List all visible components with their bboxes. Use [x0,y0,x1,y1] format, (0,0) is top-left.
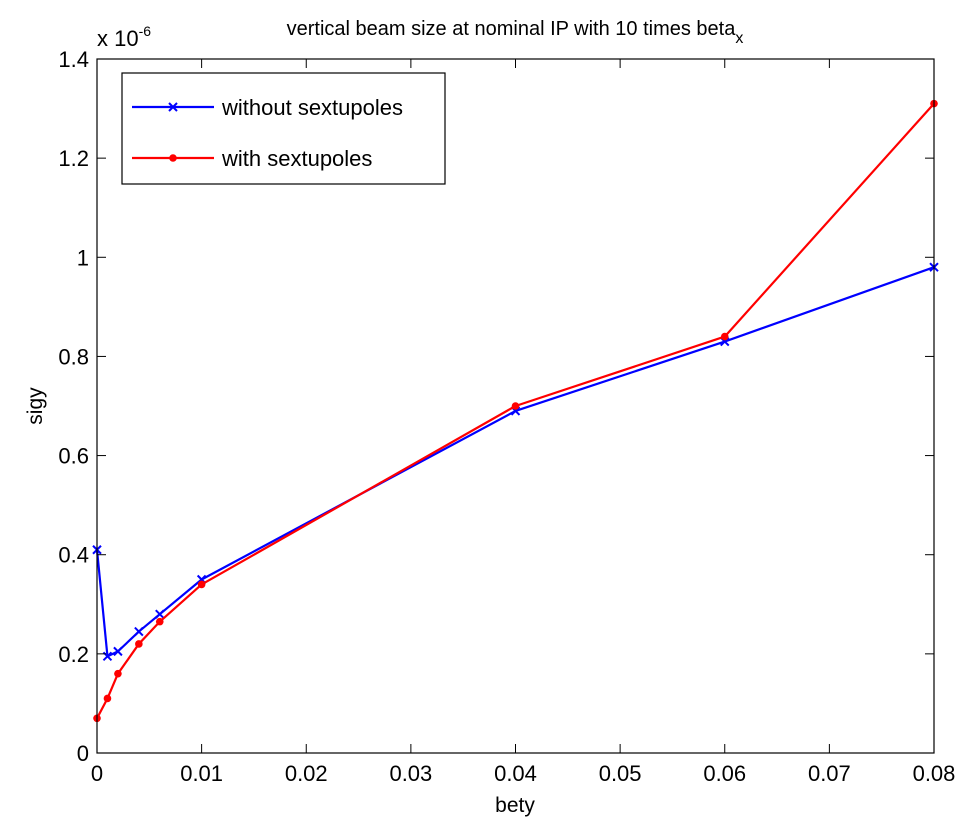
data-point [114,670,122,678]
y-tick-label: 0.6 [58,444,89,469]
y-tick-label: 0.2 [58,642,89,667]
y-tick-label: 1.2 [58,146,89,171]
data-point [104,695,112,703]
data-point [198,581,206,589]
y-exponent-power: -6 [139,23,152,39]
x-tick-label: 0.03 [389,761,432,786]
y-tick-label: 1 [77,245,89,270]
data-point [512,402,520,410]
x-tick-label: 0.07 [808,761,851,786]
x-tick-label: 0.04 [494,761,537,786]
x-tick-label: 0.05 [599,761,642,786]
y-tick-label: 0.8 [58,344,89,369]
y-tick-label: 0.4 [58,543,89,568]
x-tick-label: 0.06 [703,761,746,786]
y-tick-label: 0 [77,741,89,766]
y-tick-label: 1.4 [58,47,89,72]
y-axis-label: sigy [24,387,47,425]
x-tick-label: 0 [91,761,103,786]
x-tick-label: 0.02 [285,761,328,786]
legend-label: with sextupoles [221,146,372,171]
data-point [721,333,729,341]
x-tick-label: 0.08 [913,761,956,786]
data-point [135,640,143,648]
legend: without sextupoles with sextupoles [122,73,445,184]
x-axis-label: bety [495,794,535,817]
chart-title-subscript: x [735,30,743,47]
legend-label: without sextupoles [221,95,403,120]
legend-swatch-marker [169,154,177,162]
x-tick-label: 0.01 [180,761,223,786]
data-point [156,618,164,626]
